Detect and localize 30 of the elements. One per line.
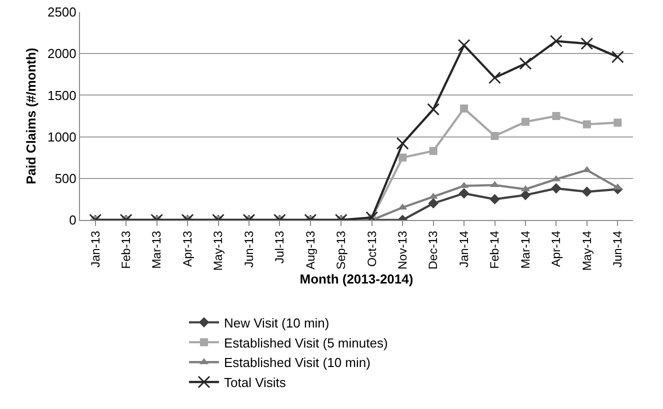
y-axis-title: Paid Claims (#/month): [23, 48, 38, 184]
x-tick-label: Dec-13: [426, 230, 440, 270]
legend-label: Established Visit (10 min): [224, 355, 370, 370]
x-tick-label: Jan-14: [456, 230, 471, 268]
x-tick-label: Feb-13: [118, 230, 133, 269]
x-tick-label: May-13: [211, 230, 226, 271]
y-tick-label: 1000: [47, 129, 76, 144]
y-tick-label: 500: [54, 170, 76, 186]
x-tick-label: Apr-14: [549, 230, 564, 267]
x-tick-label: Mar-13: [150, 230, 164, 269]
legend-label: New Visit (10 min): [224, 315, 330, 330]
y-tick-label: 0: [69, 212, 76, 228]
x-tick-label: Mar-14: [518, 230, 532, 269]
x-tick-label: Apr-13: [180, 230, 194, 267]
x-tick-label: Jun-13: [242, 230, 256, 268]
x-axis-title: Month (2013-2014): [300, 272, 414, 287]
x-tick-label: Jan-13: [88, 230, 102, 268]
y-tick-label: 1500: [47, 88, 76, 103]
x-tick-label: May-14: [580, 230, 594, 271]
x-tick-label: Jun-14: [610, 230, 625, 268]
legend-label: Established Visit (5 minutes): [224, 335, 388, 350]
x-tick-label: Aug-13: [303, 230, 318, 270]
x-tick-label: Sep-13: [334, 230, 348, 270]
x-tick-label: Nov-13: [395, 230, 410, 270]
y-tick-label: 2000: [47, 46, 76, 62]
x-tick-label: Feb-14: [488, 230, 502, 269]
legend-label: Total Visits: [224, 375, 286, 390]
x-tick-label: Jul-13: [272, 230, 287, 264]
y-tick-label: 2500: [47, 4, 76, 20]
x-tick-label: Oct-13: [364, 230, 379, 267]
